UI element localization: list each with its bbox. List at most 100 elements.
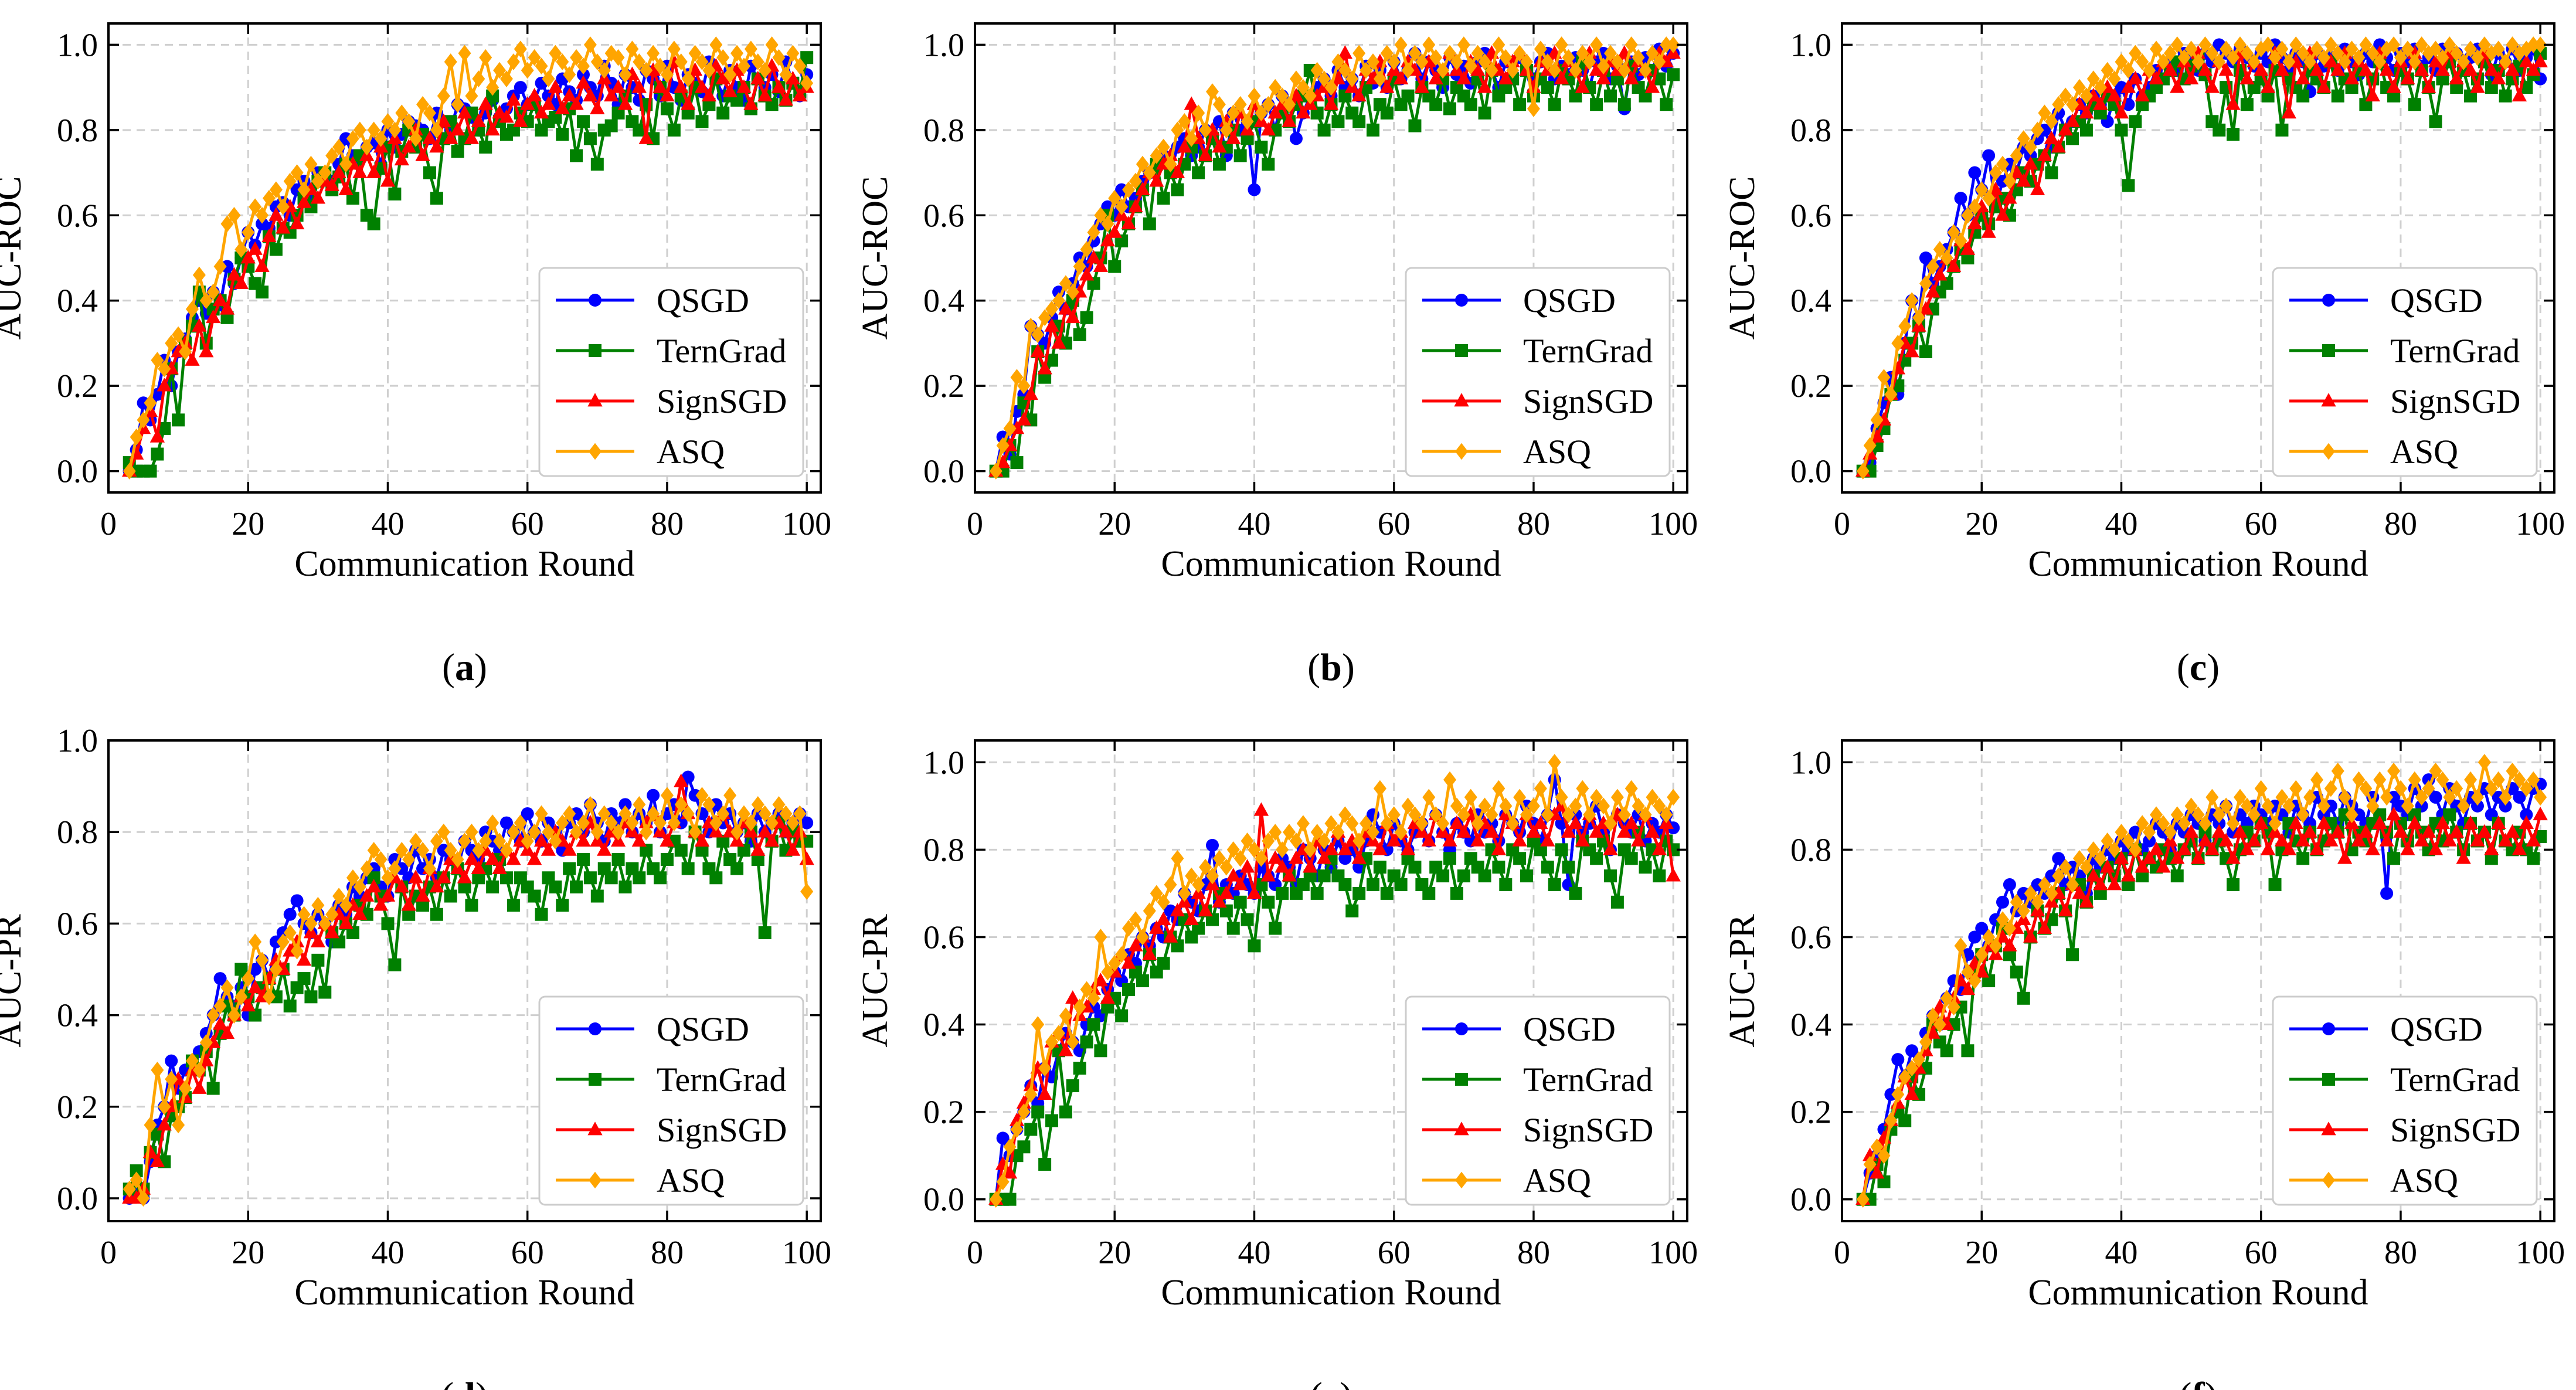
data-point-signsgd <box>1624 815 1639 829</box>
data-point-asq <box>660 787 674 804</box>
x-tick-label: 100 <box>1649 506 1698 542</box>
data-point-terngrad <box>1499 878 1513 891</box>
data-point-asq <box>1513 45 1527 62</box>
data-point-asq <box>2129 841 2142 858</box>
panel-f: 0 20 40 60 80 100 0.0 0.2 0.4 0.6 0.8 1.0 Communicat… <box>1722 739 2565 1390</box>
x-axis-title: Communication Round <box>1161 1273 1501 1313</box>
data-point-asq <box>1485 62 1498 79</box>
data-point-terngrad <box>2170 869 2184 883</box>
data-point-terngrad <box>535 908 548 921</box>
data-point-asq <box>311 896 325 914</box>
data-point-asq <box>458 832 471 850</box>
data-point-signsgd <box>1498 70 1513 84</box>
data-point-signsgd <box>1393 70 1409 84</box>
data-point-asq <box>723 787 737 804</box>
data-point-terngrad <box>2045 166 2058 179</box>
data-point-terngrad <box>1066 1079 1079 1092</box>
data-point-asq <box>325 147 339 164</box>
data-point-signsgd <box>2484 62 2499 76</box>
data-point-terngrad <box>499 871 513 885</box>
data-point-signsgd <box>1421 832 1436 847</box>
data-point-terngrad <box>1590 98 1603 111</box>
data-point-terngrad <box>1639 861 1652 874</box>
data-point-asq <box>2359 780 2373 797</box>
data-point-signsgd <box>1184 96 1199 110</box>
data-point-asq <box>297 181 311 198</box>
data-point-asq <box>1870 412 1884 429</box>
y-tick-label: 0.2 <box>923 1095 964 1131</box>
legend-label-qsgd: QSGD <box>657 281 749 320</box>
data-point-asq <box>521 832 534 850</box>
data-point-asq <box>381 113 395 130</box>
data-point-signsgd <box>1149 173 1164 187</box>
data-point-asq <box>2059 858 2072 876</box>
data-point-signsgd <box>2512 841 2527 855</box>
data-point-signsgd <box>1644 79 1660 93</box>
data-point-asq <box>185 1052 199 1069</box>
data-point-asq <box>681 805 695 823</box>
data-point-asq <box>709 36 723 53</box>
data-point-asq <box>1248 87 1261 104</box>
data-point-asq <box>1136 929 1149 946</box>
data-point-signsgd <box>192 1080 207 1094</box>
data-point-asq <box>311 172 325 190</box>
data-point-asq <box>1492 36 1506 53</box>
data-point-terngrad <box>1136 974 1149 987</box>
data-point-asq <box>1947 998 1960 1016</box>
data-point-asq <box>2184 40 2198 57</box>
data-point-signsgd <box>1554 70 1569 84</box>
data-point-signsgd <box>2316 815 2332 829</box>
data-point-terngrad <box>1241 913 1254 926</box>
data-point-asq <box>2177 815 2191 832</box>
data-point-asq <box>1241 832 1254 849</box>
data-point-signsgd <box>2254 62 2269 76</box>
data-point-signsgd <box>2323 832 2339 847</box>
data-point-asq <box>2345 40 2358 57</box>
data-point-asq <box>2492 771 2505 789</box>
data-point-signsgd <box>471 860 486 875</box>
data-point-asq <box>1345 70 1359 87</box>
data-point-signsgd <box>380 888 396 902</box>
data-point-asq <box>2464 771 2478 789</box>
data-point-terngrad <box>1233 895 1247 909</box>
data-point-asq <box>688 823 702 841</box>
data-point-asq <box>2177 49 2191 66</box>
data-point-terngrad <box>695 115 709 128</box>
data-point-terngrad <box>1115 1009 1129 1022</box>
data-point-asq <box>996 1173 1010 1191</box>
data-point-terngrad <box>1366 878 1379 891</box>
data-point-asq <box>269 181 283 198</box>
data-point-asq <box>1450 797 1463 815</box>
data-point-asq <box>2401 797 2414 815</box>
data-point-signsgd <box>674 773 689 787</box>
data-point-terngrad <box>549 880 562 893</box>
data-point-signsgd <box>485 122 500 136</box>
panel-caption: (b) <box>1307 646 1355 689</box>
panel-caption: (f) <box>2179 1375 2218 1390</box>
data-point-signsgd <box>1484 824 1500 838</box>
data-point-asq <box>206 283 220 301</box>
data-point-asq <box>2073 849 2086 867</box>
data-point-signsgd <box>1337 841 1352 855</box>
data-point-asq <box>2394 780 2407 797</box>
data-point-asq <box>2443 789 2456 806</box>
data-point-asq <box>2415 36 2428 53</box>
y-tick-label: 0.0 <box>1790 1182 1831 1218</box>
data-point-signsgd <box>1303 859 1318 873</box>
data-point-asq <box>1115 946 1129 963</box>
data-point-signsgd <box>366 164 382 178</box>
data-point-terngrad <box>1248 939 1261 953</box>
data-point-asq <box>1269 824 1282 841</box>
data-point-terngrad <box>1555 843 1568 857</box>
data-point-signsgd <box>2533 53 2548 67</box>
data-point-signsgd <box>2120 868 2136 882</box>
data-point-terngrad <box>2122 878 2135 891</box>
data-point-qsgd <box>1891 1053 1905 1066</box>
data-point-terngrad <box>2527 852 2540 865</box>
data-point-qsgd <box>1905 1044 1919 1058</box>
data-point-asq <box>213 258 227 275</box>
legend: QSGD TernGrad SignSGD ASQ <box>538 267 804 477</box>
data-point-asq <box>458 45 471 62</box>
data-point-signsgd <box>2254 815 2269 829</box>
data-point-asq <box>1639 62 1652 79</box>
